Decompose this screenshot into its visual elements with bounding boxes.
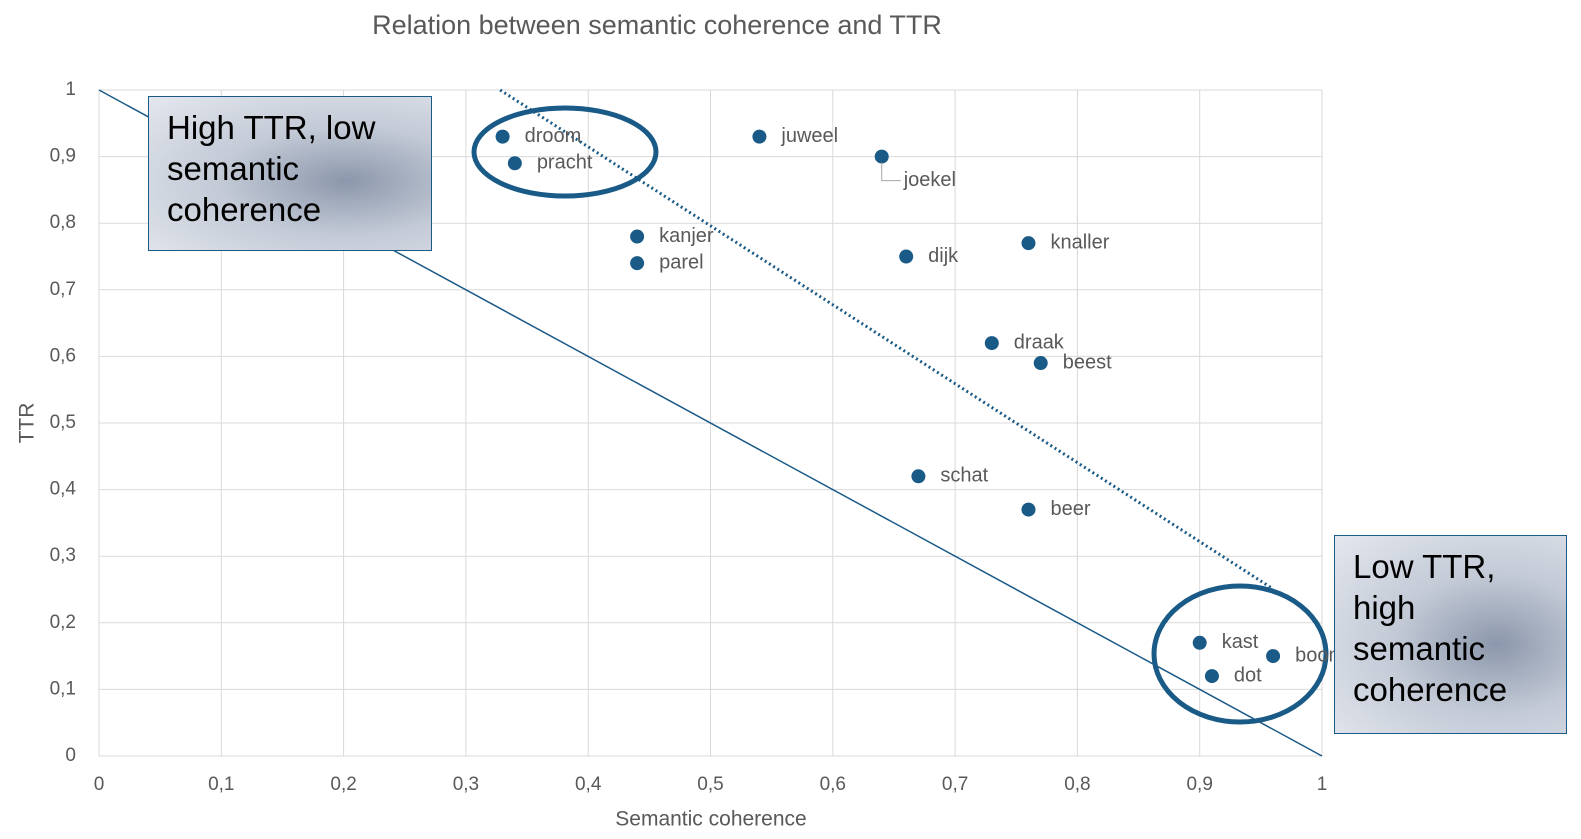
- data-point: [1266, 649, 1281, 664]
- point-label: droom: [525, 125, 582, 147]
- highlight-ellipse: [1151, 583, 1329, 725]
- point-label: draak: [1014, 331, 1065, 353]
- data-point: [507, 156, 522, 171]
- x-tick-label: 0,1: [208, 774, 234, 795]
- y-tick-label: 0,8: [50, 212, 76, 233]
- x-axis-label: Semantic coherence: [615, 808, 806, 831]
- point-label: pracht: [537, 152, 593, 174]
- highlight-ellipse: [471, 105, 659, 199]
- annotation-box: High TTR, low semantic coherence: [148, 96, 432, 251]
- x-tick-label: 0,7: [942, 774, 968, 795]
- x-tick-label: 0,9: [1186, 774, 1212, 795]
- x-tick-label: 0,2: [330, 774, 356, 795]
- data-point: [1204, 669, 1219, 684]
- data-point: [1033, 356, 1048, 371]
- x-tick-label: 0,8: [1064, 774, 1090, 795]
- point-label: dijk: [928, 245, 959, 267]
- data-point: [630, 256, 645, 271]
- y-tick-label: 0: [65, 745, 76, 766]
- data-point: [752, 129, 767, 144]
- point-label: juweel: [780, 125, 838, 147]
- point-label: joekel: [903, 169, 956, 191]
- data-point: [1192, 635, 1207, 650]
- point-label: beest: [1063, 351, 1112, 373]
- y-tick-label: 1: [65, 79, 76, 100]
- point-label: parel: [659, 251, 703, 273]
- y-tick-label: 0,5: [50, 412, 76, 433]
- y-tick-label: 0,2: [50, 612, 76, 633]
- x-tick-label: 0,6: [820, 774, 846, 795]
- x-tick-label: 1: [1317, 774, 1328, 795]
- data-point: [1021, 502, 1036, 517]
- x-tick-label: 0: [94, 774, 105, 795]
- x-tick-label: 0,3: [453, 774, 479, 795]
- x-tick-label: 0,5: [697, 774, 723, 795]
- leader-line: [881, 162, 901, 182]
- y-tick-label: 0,1: [50, 678, 76, 699]
- y-tick-label: 0,6: [50, 345, 76, 366]
- data-point: [984, 336, 999, 351]
- data-point: [899, 249, 914, 264]
- reference-line: [499, 88, 1273, 590]
- y-tick-label: 0,9: [50, 146, 76, 167]
- point-label: schat: [940, 465, 988, 487]
- y-tick-label: 0,7: [50, 279, 76, 300]
- point-label: kanjer: [659, 225, 714, 247]
- point-label: knaller: [1050, 231, 1109, 253]
- y-tick-label: 0,4: [50, 479, 77, 500]
- point-label: beer: [1050, 498, 1090, 520]
- chart-title: Relation between semantic coherence and …: [372, 10, 942, 40]
- data-point: [1021, 236, 1036, 251]
- data-point: [874, 149, 889, 164]
- y-tick-label: 0,3: [50, 545, 76, 566]
- data-point: [495, 129, 510, 144]
- data-point: [911, 469, 926, 484]
- annotation-box: Low TTR, high semantic coherence: [1334, 535, 1567, 734]
- point-label: dot: [1234, 664, 1262, 686]
- x-tick-label: 0,4: [575, 774, 602, 795]
- point-label: boom: [1295, 644, 1345, 666]
- y-axis-label: TTR: [16, 403, 39, 444]
- data-point: [630, 229, 645, 244]
- point-label: kast: [1222, 631, 1259, 653]
